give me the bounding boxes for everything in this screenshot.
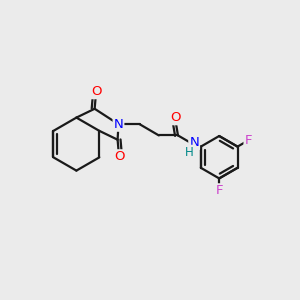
Text: O: O xyxy=(91,85,101,98)
Text: F: F xyxy=(244,134,252,147)
Text: N: N xyxy=(114,118,123,131)
Text: H: H xyxy=(184,146,193,159)
Text: N: N xyxy=(189,136,199,149)
Text: O: O xyxy=(114,150,124,163)
Text: F: F xyxy=(215,184,223,197)
Text: O: O xyxy=(170,111,180,124)
